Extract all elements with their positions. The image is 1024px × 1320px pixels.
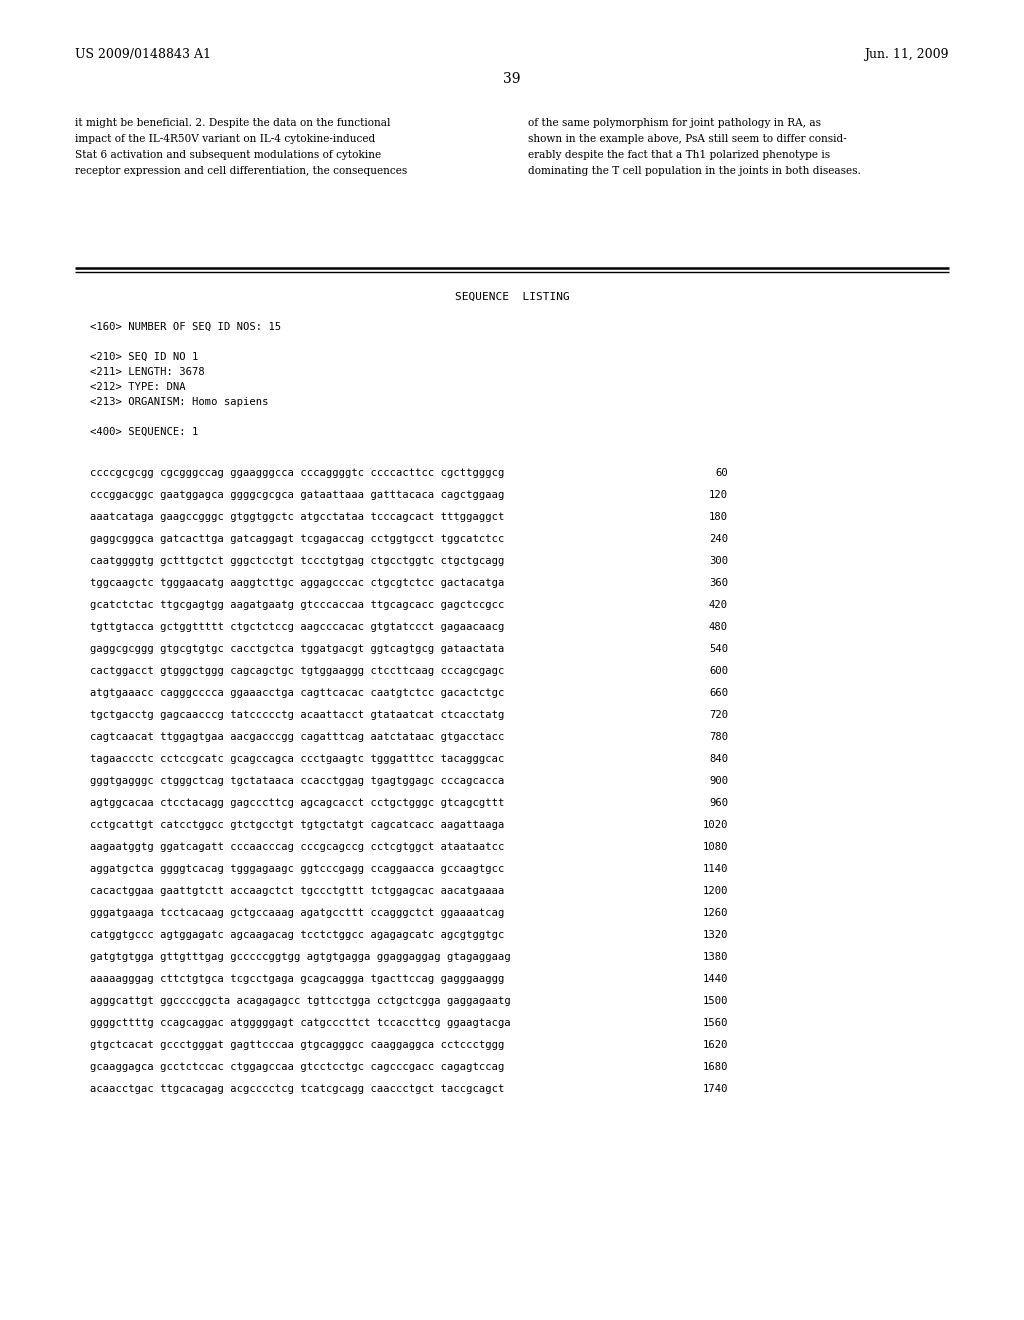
Text: impact of the IL-4R50V variant on IL-4 cytokine-induced: impact of the IL-4R50V variant on IL-4 c…: [75, 135, 375, 144]
Text: <160> NUMBER OF SEQ ID NOS: 15: <160> NUMBER OF SEQ ID NOS: 15: [90, 322, 282, 333]
Text: 780: 780: [709, 733, 728, 742]
Text: catggtgccc agtggagatc agcaagacag tcctctggcc agagagcatc agcgtggtgc: catggtgccc agtggagatc agcaagacag tcctctg…: [90, 931, 505, 940]
Text: of the same polymorphism for joint pathology in RA, as: of the same polymorphism for joint patho…: [528, 117, 821, 128]
Text: it might be beneficial. 2. Despite the data on the functional: it might be beneficial. 2. Despite the d…: [75, 117, 390, 128]
Text: 960: 960: [709, 799, 728, 808]
Text: aagaatggtg ggatcagatt cccaacccag cccgcagccg cctcgtggct ataataatcc: aagaatggtg ggatcagatt cccaacccag cccgcag…: [90, 842, 505, 851]
Text: 120: 120: [709, 490, 728, 500]
Text: cctgcattgt catcctggcc gtctgcctgt tgtgctatgt cagcatcacc aagattaaga: cctgcattgt catcctggcc gtctgcctgt tgtgcta…: [90, 820, 505, 830]
Text: 1440: 1440: [702, 974, 728, 983]
Text: <213> ORGANISM: Homo sapiens: <213> ORGANISM: Homo sapiens: [90, 397, 268, 407]
Text: <400> SEQUENCE: 1: <400> SEQUENCE: 1: [90, 426, 199, 437]
Text: 660: 660: [709, 688, 728, 698]
Text: 1620: 1620: [702, 1040, 728, 1049]
Text: aaaaagggag cttctgtgca tcgcctgaga gcagcaggga tgacttccag gagggaaggg: aaaaagggag cttctgtgca tcgcctgaga gcagcag…: [90, 974, 505, 983]
Text: 600: 600: [709, 667, 728, 676]
Text: cacactggaa gaattgtctt accaagctct tgccctgttt tctggagcac aacatgaaaa: cacactggaa gaattgtctt accaagctct tgccctg…: [90, 886, 505, 896]
Text: 240: 240: [709, 535, 728, 544]
Text: 39: 39: [503, 73, 521, 86]
Text: gcaaggagca gcctctccac ctggagccaa gtcctcctgc cagcccgacc cagagtccag: gcaaggagca gcctctccac ctggagccaa gtcctcc…: [90, 1063, 505, 1072]
Text: agggcattgt ggccccggcta acagagagcc tgttcctgga cctgctcgga gaggagaatg: agggcattgt ggccccggcta acagagagcc tgttcc…: [90, 997, 511, 1006]
Text: 1260: 1260: [702, 908, 728, 917]
Text: acaacctgac ttgcacagag acgcccctcg tcatcgcagg caaccctgct taccgcagct: acaacctgac ttgcacagag acgcccctcg tcatcgc…: [90, 1084, 505, 1094]
Text: 540: 540: [709, 644, 728, 653]
Text: cactggacct gtgggctggg cagcagctgc tgtggaaggg ctccttcaag cccagcgagc: cactggacct gtgggctggg cagcagctgc tgtggaa…: [90, 667, 505, 676]
Text: atgtgaaacc cagggcccca ggaaacctga cagttcacac caatgtctcc gacactctgc: atgtgaaacc cagggcccca ggaaacctga cagttca…: [90, 688, 505, 698]
Text: 840: 840: [709, 754, 728, 764]
Text: 420: 420: [709, 601, 728, 610]
Text: dominating the T cell population in the joints in both diseases.: dominating the T cell population in the …: [528, 166, 861, 176]
Text: SEQUENCE  LISTING: SEQUENCE LISTING: [455, 292, 569, 302]
Text: gtgctcacat gccctgggat gagttcccaa gtgcagggcc caaggaggca cctccctggg: gtgctcacat gccctgggat gagttcccaa gtgcagg…: [90, 1040, 505, 1049]
Text: ggggcttttg ccagcaggac atgggggagt catgcccttct tccaccttcg ggaagtacga: ggggcttttg ccagcaggac atgggggagt catgccc…: [90, 1018, 511, 1028]
Text: 1560: 1560: [702, 1018, 728, 1028]
Text: Jun. 11, 2009: Jun. 11, 2009: [864, 48, 949, 61]
Text: 1020: 1020: [702, 820, 728, 830]
Text: 180: 180: [709, 512, 728, 521]
Text: gatgtgtgga gttgtttgag gcccccggtgg agtgtgagga ggaggaggag gtagaggaag: gatgtgtgga gttgtttgag gcccccggtgg agtgtg…: [90, 952, 511, 962]
Text: 1200: 1200: [702, 886, 728, 896]
Text: 60: 60: [715, 469, 728, 478]
Text: aggatgctca ggggtcacag tgggagaagc ggtcccgagg ccaggaacca gccaagtgcc: aggatgctca ggggtcacag tgggagaagc ggtcccg…: [90, 865, 505, 874]
Text: 1500: 1500: [702, 997, 728, 1006]
Text: receptor expression and cell differentiation, the consequences: receptor expression and cell differentia…: [75, 166, 408, 176]
Text: 1380: 1380: [702, 952, 728, 962]
Text: US 2009/0148843 A1: US 2009/0148843 A1: [75, 48, 211, 61]
Text: aaatcataga gaagccgggc gtggtggctc atgcctataa tcccagcact tttggaggct: aaatcataga gaagccgggc gtggtggctc atgccta…: [90, 512, 505, 521]
Text: 900: 900: [709, 776, 728, 785]
Text: 1740: 1740: [702, 1084, 728, 1094]
Text: 300: 300: [709, 556, 728, 566]
Text: 480: 480: [709, 622, 728, 632]
Text: gaggcgcggg gtgcgtgtgc cacctgctca tggatgacgt ggtcagtgcg gataactata: gaggcgcggg gtgcgtgtgc cacctgctca tggatga…: [90, 644, 505, 653]
Text: cagtcaacat ttggagtgaa aacgacccgg cagatttcag aatctataac gtgacctacc: cagtcaacat ttggagtgaa aacgacccgg cagattt…: [90, 733, 505, 742]
Text: gcatctctac ttgcgagtgg aagatgaatg gtcccaccaa ttgcagcacc gagctccgcc: gcatctctac ttgcgagtgg aagatgaatg gtcccac…: [90, 601, 505, 610]
Text: <210> SEQ ID NO 1: <210> SEQ ID NO 1: [90, 352, 199, 362]
Text: 1320: 1320: [702, 931, 728, 940]
Text: <212> TYPE: DNA: <212> TYPE: DNA: [90, 381, 185, 392]
Text: agtggcacaa ctcctacagg gagcccttcg agcagcacct cctgctgggc gtcagcgttt: agtggcacaa ctcctacagg gagcccttcg agcagca…: [90, 799, 505, 808]
Text: gggatgaaga tcctcacaag gctgccaaag agatgccttt ccagggctct ggaaaatcag: gggatgaaga tcctcacaag gctgccaaag agatgcc…: [90, 908, 505, 917]
Text: erably despite the fact that a Th1 polarized phenotype is: erably despite the fact that a Th1 polar…: [528, 150, 830, 160]
Text: Stat 6 activation and subsequent modulations of cytokine: Stat 6 activation and subsequent modulat…: [75, 150, 381, 160]
Text: 1680: 1680: [702, 1063, 728, 1072]
Text: cccggacggc gaatggagca ggggcgcgca gataattaaa gatttacaca cagctggaag: cccggacggc gaatggagca ggggcgcgca gataatt…: [90, 490, 505, 500]
Text: tgctgacctg gagcaacccg tatccccctg acaattacct gtataatcat ctcacctatg: tgctgacctg gagcaacccg tatccccctg acaatta…: [90, 710, 505, 719]
Text: 1140: 1140: [702, 865, 728, 874]
Text: caatggggtg gctttgctct gggctcctgt tccctgtgag ctgcctggtc ctgctgcagg: caatggggtg gctttgctct gggctcctgt tccctgt…: [90, 556, 505, 566]
Text: 720: 720: [709, 710, 728, 719]
Text: tagaaccctc cctccgcatc gcagccagca ccctgaagtc tgggatttcc tacagggcac: tagaaccctc cctccgcatc gcagccagca ccctgaa…: [90, 754, 505, 764]
Text: <211> LENGTH: 3678: <211> LENGTH: 3678: [90, 367, 205, 378]
Text: tgttgtacca gctggttttt ctgctctccg aagcccacac gtgtatccct gagaacaacg: tgttgtacca gctggttttt ctgctctccg aagccca…: [90, 622, 505, 632]
Text: shown in the example above, PsA still seem to differ consid-: shown in the example above, PsA still se…: [528, 135, 847, 144]
Text: tggcaagctc tgggaacatg aaggtcttgc aggagcccac ctgcgtctcc gactacatga: tggcaagctc tgggaacatg aaggtcttgc aggagcc…: [90, 578, 505, 587]
Text: 1080: 1080: [702, 842, 728, 851]
Text: 360: 360: [709, 578, 728, 587]
Text: gggtgagggc ctgggctcag tgctataaca ccacctggag tgagtggagc cccagcacca: gggtgagggc ctgggctcag tgctataaca ccacctg…: [90, 776, 505, 785]
Text: gaggcgggca gatcacttga gatcaggagt tcgagaccag cctggtgcct tggcatctcc: gaggcgggca gatcacttga gatcaggagt tcgagac…: [90, 535, 505, 544]
Text: ccccgcgcgg cgcgggccag ggaagggcca cccaggggtc ccccacttcc cgcttgggcg: ccccgcgcgg cgcgggccag ggaagggcca cccaggg…: [90, 469, 505, 478]
